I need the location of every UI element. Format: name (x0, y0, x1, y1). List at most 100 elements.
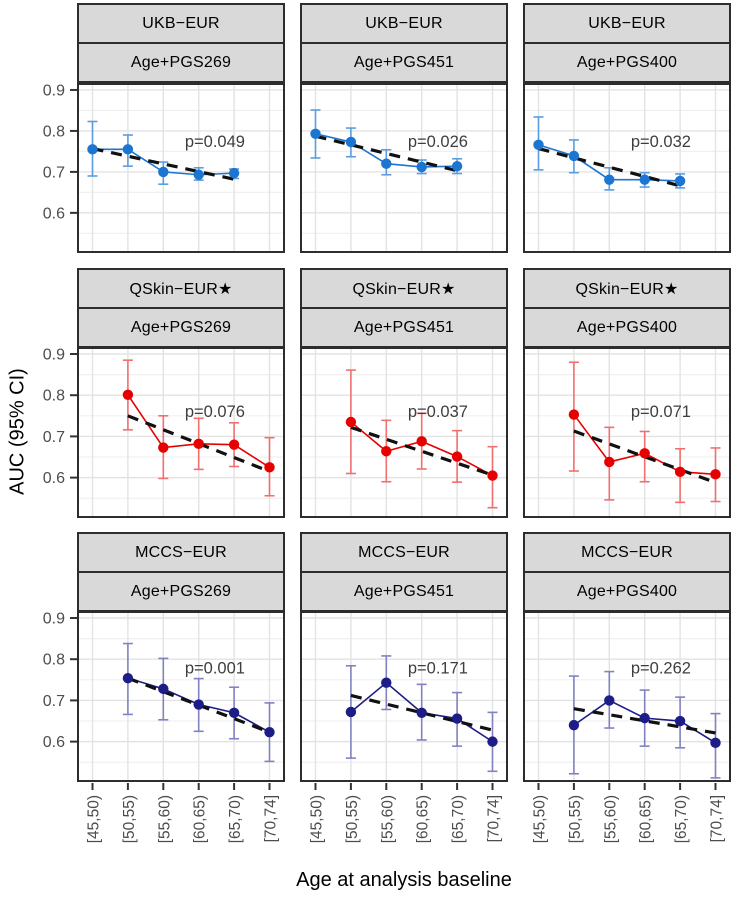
y-tick-label: 0.8 (43, 652, 65, 669)
data-point (451, 160, 463, 172)
x-tick-label: [55,60) (379, 795, 396, 843)
x-tick-label: [65,70) (673, 795, 690, 843)
data-point (568, 719, 580, 731)
x-tick-label: [70,74] (709, 795, 726, 842)
data-point (416, 436, 427, 447)
facet-strip-model: Age+PGS269 (77, 42, 285, 83)
data-point (639, 448, 650, 459)
facet-strip-cohort: QSkin−EUR★ (523, 268, 731, 309)
x-tick-label: [60,65) (415, 795, 432, 843)
panel-MCCS−EUR-Age+PGS400: p=0.262 (523, 611, 731, 782)
x-tick-label: [55,60) (156, 795, 173, 843)
facet-strip-cohort: UKB−EUR (300, 3, 508, 44)
facet-strip-cohort: QSkin−EUR★ (77, 268, 285, 309)
y-tick-label: 0.8 (43, 123, 65, 140)
p-value-label: p=0.171 (408, 659, 468, 677)
data-point (345, 136, 357, 148)
data-point (568, 150, 580, 162)
y-tick-label: 0.7 (43, 693, 65, 710)
facet-strip-cohort: MCCS−EUR (523, 532, 731, 573)
data-point (264, 726, 275, 738)
data-point (122, 389, 134, 400)
p-value-label: p=0.037 (408, 403, 468, 421)
data-point (228, 167, 240, 179)
p-value-label: p=0.049 (185, 133, 245, 151)
trend-line (350, 425, 494, 477)
panel-QSkin−EUR★-Age+PGS269: p=0.076 (77, 347, 285, 518)
facet-strip-cohort: QSkin−EUR★ (300, 268, 508, 309)
trend-line (573, 707, 716, 735)
data-point (381, 677, 392, 688)
y-axis-title: AUC (95% CI) (6, 368, 29, 495)
panel-border (523, 347, 731, 518)
p-value-label: p=0.032 (631, 133, 691, 151)
data-point (228, 439, 240, 450)
trend-line (538, 146, 681, 188)
x-tick-label: [65,70) (450, 795, 467, 843)
data-point (345, 706, 357, 718)
data-point (345, 416, 357, 428)
data-point (381, 446, 392, 457)
panel-border (523, 611, 731, 782)
panel-border (77, 611, 285, 782)
x-tick-label: [60,65) (638, 795, 655, 843)
y-tick-label: 0.8 (43, 388, 65, 405)
data-point (264, 462, 275, 473)
x-tick-label: [55,60) (602, 795, 619, 843)
data-point (487, 736, 498, 747)
data-point (451, 451, 463, 462)
data-point (158, 683, 169, 695)
panel-QSkin−EUR★-Age+PGS451: p=0.037 (300, 347, 508, 518)
x-tick-label: [50,55) (567, 795, 584, 843)
y-tick-label: 0.9 (43, 82, 65, 99)
trend-line (92, 146, 235, 181)
trend-line (573, 429, 717, 485)
x-tick-label: [65,70) (227, 795, 244, 843)
panel-MCCS−EUR-Age+PGS451: p=0.171 (300, 611, 508, 782)
panel-border (77, 347, 285, 518)
data-point (674, 175, 686, 187)
data-point (193, 169, 204, 180)
x-tick-label: [70,74] (263, 795, 280, 842)
p-value-label: p=0.001 (185, 659, 245, 677)
panel-QSkin−EUR★-Age+PGS400: p=0.071 (523, 347, 731, 518)
facet-strip-model: Age+PGS451 (300, 571, 508, 612)
trend-line (350, 693, 493, 732)
data-point (310, 128, 321, 139)
x-tick-label: [50,55) (344, 795, 361, 843)
panel-UKB−EUR-Age+PGS400: p=0.032 (523, 83, 731, 253)
x-tick-label: [45,50) (309, 795, 326, 843)
data-point (533, 139, 544, 151)
data-point (604, 456, 615, 468)
panel-border (300, 611, 508, 782)
data-point (451, 713, 463, 724)
data-point (158, 442, 169, 453)
panel-UKB−EUR-Age+PGS451: p=0.026 (300, 83, 508, 253)
data-point (639, 174, 650, 185)
data-point (87, 144, 98, 155)
data-point (604, 174, 615, 185)
facet-strip-cohort: MCCS−EUR (77, 532, 285, 573)
data-point (416, 161, 427, 173)
data-point (416, 707, 427, 718)
facet-strip-cohort: MCCS−EUR (300, 532, 508, 573)
data-point (158, 166, 169, 178)
trend-line (127, 676, 271, 734)
x-tick-label: [45,50) (86, 795, 103, 843)
y-tick-label: 0.7 (43, 429, 65, 446)
facet-strip-model: Age+PGS451 (300, 42, 508, 83)
facet-strip-cohort: UKB−EUR (77, 3, 285, 44)
panel-border (77, 83, 285, 253)
y-tick-label: 0.9 (43, 347, 65, 364)
data-point (639, 712, 650, 724)
x-tick-label: [50,55) (121, 795, 138, 843)
data-point (487, 470, 498, 481)
data-point (710, 469, 721, 480)
panel-border (523, 83, 731, 253)
data-point (122, 144, 134, 155)
x-tick-label: [45,50) (532, 795, 549, 843)
x-axis-title: Age at analysis baseline (296, 869, 512, 891)
data-point (674, 715, 686, 727)
